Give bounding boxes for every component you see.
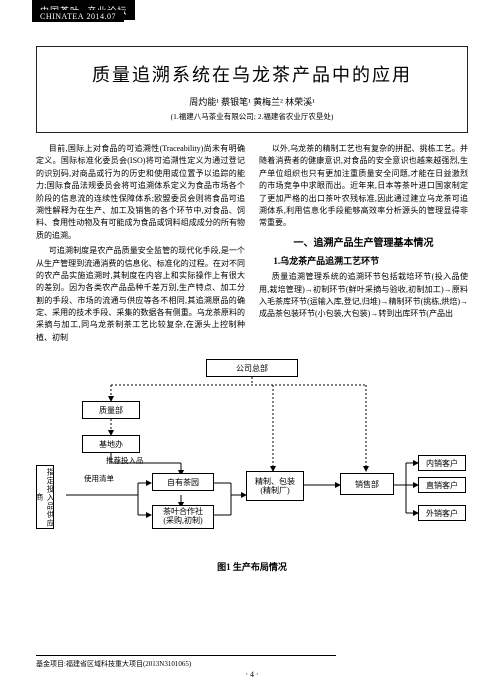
node-customer-domestic: 内销客户 (418, 455, 466, 471)
journal-strip-en: CHINATEA 2014.07 (32, 10, 124, 22)
funding-note: 基金项目:福建省区域科技重大项目(2013N3101065) (36, 655, 336, 669)
body-columns: 目前,国际上对食品的可追溯性(Traceability)尚未有明确定义。国际标准… (36, 143, 468, 347)
paragraph: 以外,乌龙茶的精制工艺也有复杂的拼配、挑栋工艺。并随着消费者的健康意识,对食品的… (259, 143, 468, 230)
node-qa: 质量部 (82, 401, 140, 419)
paragraph: 目前,国际上对食品的可追溯性(Traceability)尚未有明确定义。国际标准… (36, 143, 245, 242)
paper-title: 质量追溯系统在乌龙茶产品中的应用 (43, 61, 461, 87)
right-column: 以外,乌龙茶的精制工艺也有复杂的拼配、挑栋工艺。并随着消费者的健康意识,对食品的… (259, 143, 468, 347)
left-column: 目前,国际上对食品的可追溯性(Traceability)尚未有明确定义。国际标准… (36, 143, 245, 347)
brand-en: CHINATEA (40, 12, 84, 21)
node-own-garden: 自有茶园 (152, 473, 214, 491)
flowchart: 公司总部 质量部 基地办 推荐投入品 使用清单 指定投入品供应商 自有茶园 茶叶… (36, 355, 468, 573)
title-box: 质量追溯系统在乌龙茶产品中的应用 周灼能¹ 蔡银笔¹ 黄梅兰² 林荣溪¹ (1.… (36, 46, 468, 133)
node-base: 基地办 (82, 435, 140, 453)
page-number: · 4 · (0, 670, 504, 679)
label-usage: 使用清单 (84, 473, 114, 484)
node-customer-direct: 直销客户 (418, 477, 466, 493)
header-bar: 中国茶叶 ·产业论坛 CHINATEA 2014.07 (0, 0, 504, 28)
subsection-heading: 1.乌龙茶产品追溯工艺环节 (259, 255, 468, 269)
node-coop: 茶叶合作社 (采购,初制) (152, 505, 214, 529)
node-sales: 销售部 (340, 473, 394, 495)
node-customer-export: 外销客户 (418, 505, 466, 521)
affiliation: (1.福建八马茶业有限公司; 2.福建省农业厅农垦处) (43, 111, 461, 122)
paragraph: 可追溯制度是农产品质量安全监管的现代化手段,是一个从生产管理到流通消费的信息化、… (36, 245, 245, 344)
section-heading: 一、追溯产品生产管理基本情况 (259, 236, 468, 252)
issue: 2014.07 (87, 12, 117, 21)
label-recommend: 推荐投入品 (106, 455, 144, 466)
authors: 周灼能¹ 蔡银笔¹ 黄梅兰² 林荣溪¹ (43, 95, 461, 108)
node-hq: 公司总部 (206, 359, 298, 377)
node-supplier: 指定投入品供应商 (36, 465, 54, 529)
paragraph: 质量追溯管理系统的追溯环节包括栽培环节(投入品使用,栽培管理)→初制环节(鲜叶采… (259, 271, 468, 321)
flowchart-lines (36, 355, 468, 573)
node-refine: 精制、包装 (精制厂) (246, 471, 304, 501)
figure-caption: 图1 生产布局情况 (36, 560, 468, 573)
